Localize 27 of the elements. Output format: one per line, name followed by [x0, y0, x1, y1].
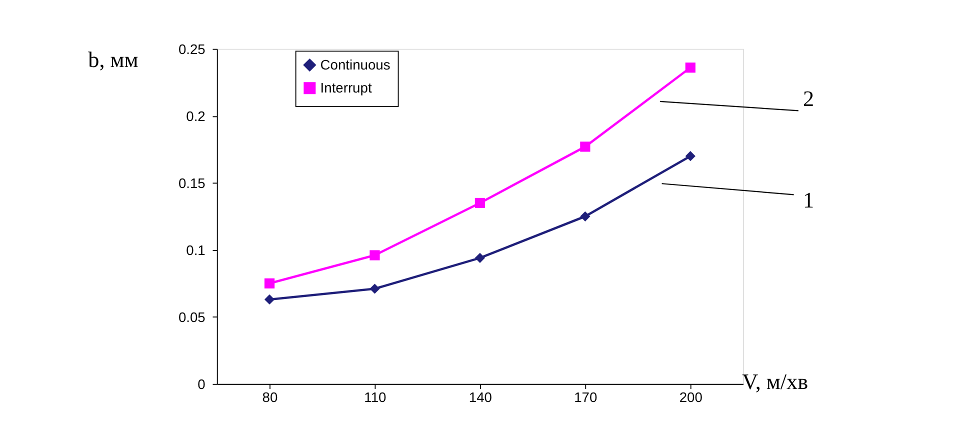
point — [370, 284, 380, 294]
x-axis-title: V, м/хв — [742, 368, 808, 394]
y-tick-label: 0.05 — [178, 308, 206, 325]
point — [580, 211, 590, 222]
x-tick-label: 80 — [262, 388, 278, 405]
text: 2 — [803, 86, 814, 112]
x-tick-label: 170 — [574, 388, 598, 405]
point — [264, 294, 275, 305]
y-axis-title: b, мм — [88, 46, 138, 72]
point — [474, 252, 486, 263]
text: 1 — [803, 188, 814, 213]
point — [474, 198, 486, 208]
point — [685, 62, 696, 73]
y-tick-label: 0.25 — [178, 40, 206, 57]
legend-label: Interrupt — [320, 80, 372, 96]
y-tick-label: 0.15 — [178, 174, 206, 191]
x-tick-label: 110 — [364, 388, 387, 405]
legend-label: Continuous — [320, 56, 390, 73]
y-tick-label: 0.2 — [186, 108, 206, 124]
point — [580, 142, 590, 152]
point — [264, 278, 275, 288]
x-tick-label: 140 — [468, 388, 492, 405]
y-tick-label: 0 — [198, 376, 206, 392]
point — [685, 151, 696, 162]
x-tick-label: 200 — [679, 388, 703, 405]
point — [370, 250, 380, 260]
y-tick-label: 0.1 — [186, 242, 206, 258]
